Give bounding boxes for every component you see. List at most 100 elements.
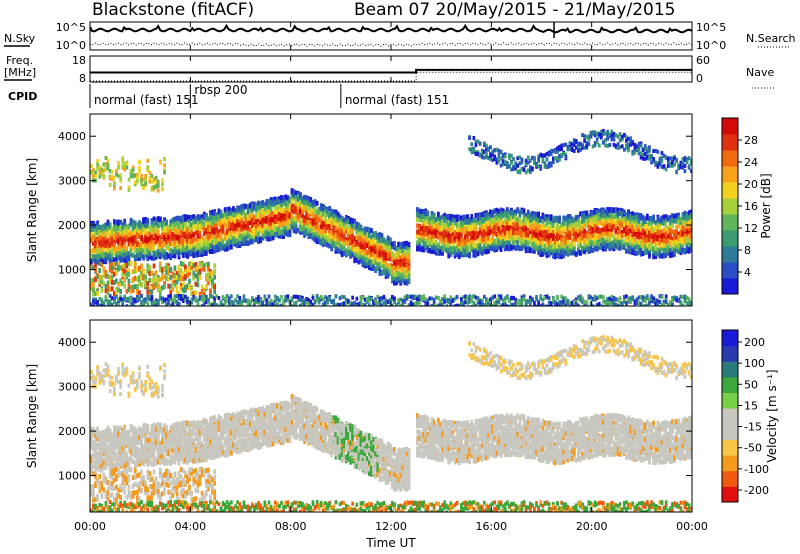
power-cell [403, 260, 407, 266]
power-cell [267, 303, 271, 306]
power-cell [207, 276, 210, 282]
power-cell [269, 230, 273, 236]
power-cell [368, 233, 371, 239]
power-cell [215, 294, 219, 299]
power-cell [169, 241, 173, 247]
power-cell [192, 247, 196, 253]
power-cell [131, 229, 135, 235]
power-cell [455, 214, 459, 220]
power-cell [253, 300, 256, 305]
power-cell [276, 209, 279, 215]
power-cell [200, 262, 204, 268]
power-cell [194, 290, 198, 296]
power-cell [384, 245, 388, 251]
power-cell [200, 218, 204, 224]
power-cell [115, 172, 118, 177]
power-cell [127, 232, 131, 238]
power-cell [363, 235, 367, 241]
power-cell [303, 194, 306, 200]
power-cell [361, 250, 365, 256]
power-cell [175, 249, 179, 255]
power-cell [451, 235, 455, 241]
power-cell [133, 284, 137, 290]
power-cell [131, 240, 135, 246]
power-cell [309, 233, 313, 238]
power-cell [355, 253, 359, 259]
power-cell [188, 284, 191, 290]
power-cell [127, 255, 131, 261]
power-cell [152, 228, 156, 234]
power-cell [146, 248, 150, 254]
power-cell [269, 236, 273, 241]
power-cell [334, 217, 338, 223]
power-cell [113, 180, 116, 185]
power-cell [248, 227, 252, 232]
power-cell [182, 294, 185, 299]
power-cell [90, 283, 93, 288]
power-cell [228, 206, 231, 212]
power-cell [175, 279, 179, 285]
power-cell [102, 162, 106, 167]
power-cell [426, 240, 430, 245]
power-cell [336, 247, 340, 253]
power-cell [453, 247, 457, 253]
power-cell [188, 219, 191, 225]
power-cell [418, 238, 421, 244]
power-cell [430, 304, 434, 306]
power-cell [338, 232, 342, 238]
power-cell [144, 217, 147, 222]
power-cell [98, 240, 102, 246]
power-cell [253, 214, 256, 220]
power-cell [104, 162, 108, 167]
power-cell [466, 228, 469, 233]
power-cell [434, 217, 438, 222]
power-cell [169, 294, 173, 299]
power-cell [464, 252, 467, 258]
power-cell [113, 271, 116, 277]
power-cell [202, 221, 206, 226]
power-cell [146, 219, 150, 225]
power-cell [447, 244, 451, 250]
power-cell [102, 304, 106, 306]
power-cell [376, 294, 380, 299]
power-cell [150, 234, 154, 240]
power-cell [313, 232, 317, 238]
power-cell [207, 300, 210, 305]
power-cell [449, 246, 453, 252]
power-cell [200, 294, 204, 299]
power-cell [345, 217, 348, 223]
power-cell [269, 302, 273, 306]
power-cell [161, 182, 164, 187]
power-cell [225, 229, 229, 235]
power-cell [98, 297, 102, 301]
power-cell [372, 238, 375, 244]
power-cell [460, 301, 463, 306]
power-cell [161, 252, 164, 258]
power-cell [288, 213, 292, 219]
power-cell [462, 249, 465, 255]
power-cell [288, 196, 292, 202]
power-cell [416, 230, 419, 236]
power-cell [395, 274, 398, 280]
power-cell [156, 282, 160, 288]
power-cell [238, 217, 242, 223]
power-cell [319, 211, 323, 217]
power-cell [414, 294, 417, 299]
power-cell [98, 170, 102, 175]
power-cell [121, 281, 125, 286]
power-cell [142, 218, 145, 223]
power-cell [108, 237, 112, 242]
power-cell [453, 230, 457, 236]
power-cell [131, 277, 135, 283]
power-cell [319, 229, 323, 235]
power-cell [211, 220, 214, 226]
power-cell [127, 240, 131, 246]
power-cell [177, 251, 181, 257]
power-cell [426, 298, 430, 303]
power-cell [117, 287, 120, 293]
power-cell [123, 277, 127, 283]
power-cell [200, 251, 204, 257]
power-cell [267, 231, 271, 237]
power-cell [211, 209, 214, 215]
power-cell [190, 243, 193, 249]
